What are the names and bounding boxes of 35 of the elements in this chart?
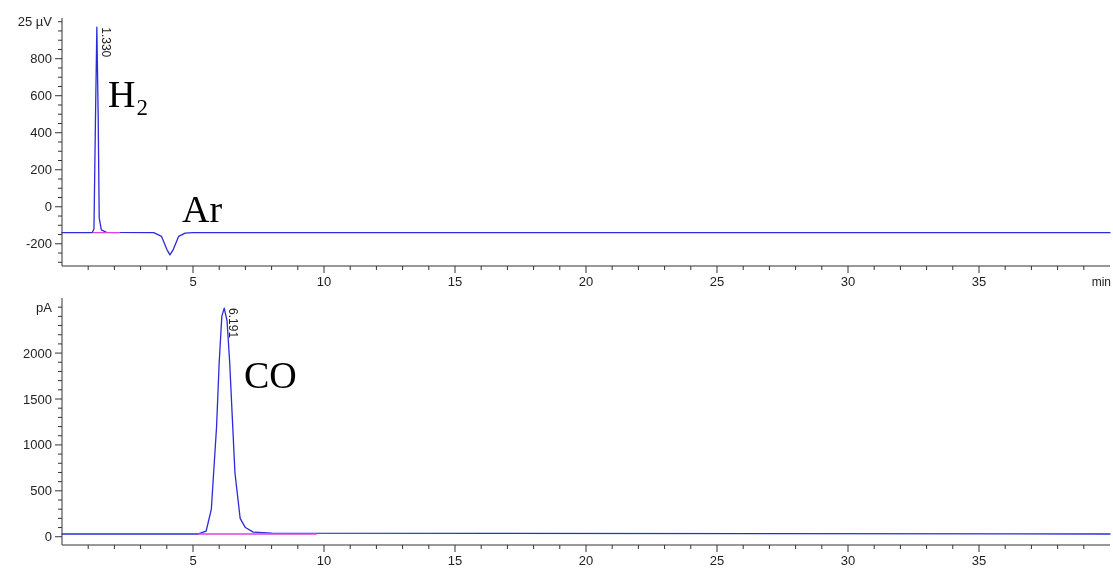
y-tick-label: 0 [44,199,52,215]
y-tick-label: 2000 [23,345,52,361]
x-tick-label: 20 [578,553,594,568]
y-tick-label: 600 [30,88,52,104]
x-tick-label: 5 [189,274,197,289]
y-tick-label: -200 [25,236,52,252]
y-tick-label: 0 [44,529,52,545]
annotation: CO [244,354,297,396]
x-tick-label: 30 [840,274,856,289]
x-tick-label: 35 [971,553,987,568]
x-tick-label: 15 [447,553,463,568]
x-tick-label: 10 [316,274,332,289]
line-series [61,26,1111,256]
y-tick-label: 1500 [23,391,52,407]
x-axis-title: min [1091,275,1111,289]
y-tick-label: 200 [30,162,52,178]
y-tick-label: 400 [30,125,52,141]
annotation: 6.191 [226,308,241,339]
x-tick-label: 20 [578,274,594,289]
y-axis-title: pA [36,299,53,315]
y-tick-label: 500 [30,483,52,499]
y-tick-label: 800 [30,51,52,67]
annotation: 1.330 [98,27,113,58]
y-tick-label: 1000 [23,437,52,453]
y-axis-title: 25 µV [17,14,53,30]
x-tick-label: 10 [316,553,332,568]
annotation: H₂ [108,73,149,115]
line-series [61,307,1111,535]
x-tick-label: 25 [709,274,725,289]
x-tick-label: 5 [189,553,197,568]
x-tick-label: 15 [447,274,463,289]
x-tick-label: 25 [709,553,725,568]
x-tick-label: 30 [840,553,856,568]
annotation: Ar [182,188,223,230]
x-tick-label: 35 [971,274,987,289]
